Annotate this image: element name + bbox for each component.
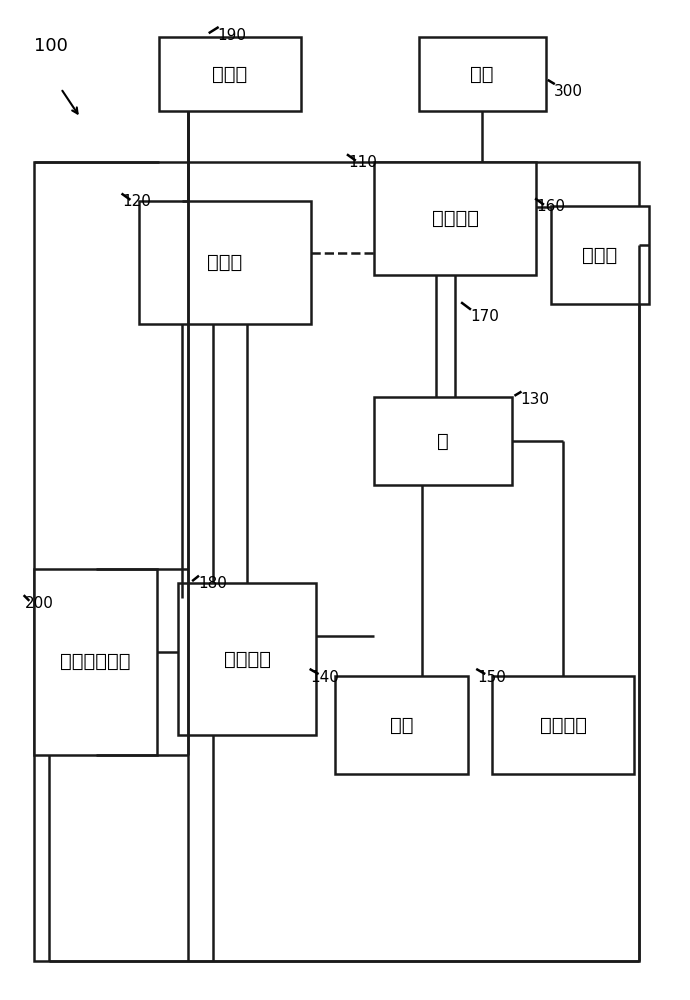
Text: 图像处理单元: 图像处理单元 [60, 652, 131, 671]
Bar [551, 206, 649, 304]
Bar [34, 569, 157, 755]
Text: 阀: 阀 [437, 432, 449, 451]
Text: 切割装置: 切割装置 [432, 209, 479, 228]
Text: 100: 100 [34, 37, 68, 55]
Text: 照相机: 照相机 [213, 65, 248, 84]
Text: 200: 200 [25, 596, 53, 611]
Text: 300: 300 [554, 84, 583, 99]
Text: 150: 150 [477, 670, 506, 685]
Bar [335, 676, 468, 774]
Text: 加压气体: 加压气体 [540, 716, 586, 735]
Text: 叶片: 叶片 [471, 65, 494, 84]
Bar [179, 583, 315, 735]
Text: 180: 180 [198, 576, 227, 591]
Text: 110: 110 [348, 155, 377, 170]
Text: 120: 120 [123, 194, 151, 209]
Bar [419, 37, 546, 111]
Text: 140: 140 [310, 670, 339, 685]
Text: 130: 130 [520, 392, 549, 407]
Text: 控制单元: 控制单元 [224, 650, 270, 669]
Text: 170: 170 [470, 309, 499, 324]
Bar [159, 37, 301, 111]
Bar [375, 162, 536, 275]
Text: 190: 190 [217, 28, 246, 43]
Bar [492, 676, 634, 774]
Text: 机械臂: 机械臂 [207, 253, 243, 272]
Bar [375, 397, 511, 485]
Text: 传感器: 传感器 [582, 245, 618, 264]
Text: 160: 160 [536, 199, 565, 214]
Bar [139, 201, 310, 324]
Text: 真空: 真空 [390, 716, 413, 735]
Bar [34, 162, 639, 961]
